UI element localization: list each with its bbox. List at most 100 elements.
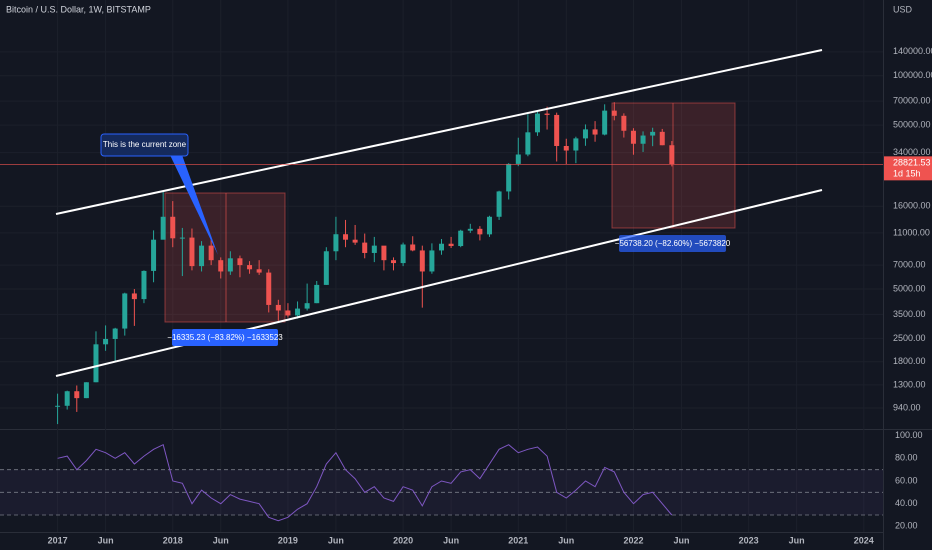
last-price-label: 28821.53 bbox=[893, 158, 931, 168]
candle-body bbox=[400, 244, 406, 264]
candle-body bbox=[602, 110, 608, 135]
candle-body bbox=[151, 239, 157, 271]
x-tick-label: Jun bbox=[443, 535, 459, 545]
candle-body bbox=[506, 163, 512, 192]
candle-body bbox=[362, 242, 368, 253]
y-tick-label: 3500.00 bbox=[893, 309, 926, 319]
x-tick-label: Jun bbox=[558, 535, 574, 545]
candle-body bbox=[640, 135, 646, 144]
candle-body bbox=[323, 251, 329, 285]
x-tick-label: 2021 bbox=[508, 535, 528, 545]
candle-body bbox=[218, 260, 224, 272]
y-tick-label: 11000.00 bbox=[893, 227, 930, 237]
candle-body bbox=[74, 391, 80, 399]
candle-body bbox=[429, 250, 435, 272]
candle-body bbox=[592, 129, 598, 135]
candle-body bbox=[458, 230, 464, 247]
candle-body bbox=[611, 110, 617, 116]
candle-body bbox=[83, 382, 89, 399]
measure-text: −56738.20 (−82.60%) −5673820 bbox=[615, 239, 731, 248]
y-tick-label: 5000.00 bbox=[893, 283, 926, 293]
candle-body bbox=[199, 245, 205, 267]
candle-body bbox=[160, 216, 166, 240]
candle-body bbox=[343, 234, 349, 240]
x-tick-label: 2017 bbox=[48, 535, 68, 545]
candle-body bbox=[669, 145, 675, 165]
candle-body bbox=[304, 303, 310, 309]
candle-body bbox=[554, 114, 560, 146]
currency-label: USD bbox=[893, 4, 913, 14]
candle-body bbox=[352, 239, 358, 243]
candle-body bbox=[266, 272, 272, 305]
y-tick-label: 70000.00 bbox=[893, 96, 931, 106]
candle-body bbox=[419, 250, 425, 272]
y-tick-label: 140000.00 bbox=[893, 46, 932, 56]
x-tick-label: Jun bbox=[673, 535, 689, 545]
x-tick-label: 2024 bbox=[854, 535, 874, 545]
candle-body bbox=[237, 258, 243, 266]
candle-body bbox=[55, 405, 61, 407]
candle-body bbox=[247, 265, 253, 270]
y-tick-label: 34000.00 bbox=[893, 147, 931, 157]
candle-body bbox=[621, 115, 627, 131]
callout-pointer bbox=[170, 155, 218, 255]
candle-body bbox=[630, 130, 636, 144]
candle-body bbox=[525, 132, 531, 155]
candle-body bbox=[515, 154, 521, 164]
candle-body bbox=[285, 310, 291, 316]
x-tick-label: 2018 bbox=[163, 535, 183, 545]
candle-body bbox=[486, 216, 492, 235]
candle-body bbox=[112, 328, 118, 339]
rsi-tick-label: 20.00 bbox=[895, 521, 918, 531]
rsi-tick-label: 40.00 bbox=[895, 498, 918, 508]
y-tick-label: 1800.00 bbox=[893, 356, 926, 366]
drawdown-box bbox=[164, 192, 286, 323]
candle-body bbox=[650, 131, 656, 136]
candle-body bbox=[448, 243, 454, 247]
candle-body bbox=[122, 293, 128, 329]
y-tick-label: 100000.00 bbox=[893, 70, 932, 80]
candle-body bbox=[582, 129, 588, 139]
y-tick-label: 16000.00 bbox=[893, 201, 931, 211]
candle-body bbox=[208, 245, 214, 261]
y-tick-label: 2500.00 bbox=[893, 333, 926, 343]
candle-body bbox=[314, 284, 320, 304]
candle-body bbox=[141, 270, 147, 300]
candle-body bbox=[477, 228, 483, 235]
candle-body bbox=[189, 237, 195, 267]
y-tick-label: 1300.00 bbox=[893, 379, 926, 389]
candle-body bbox=[256, 269, 262, 273]
callout-box bbox=[100, 133, 189, 157]
candle-body bbox=[275, 304, 281, 311]
candle-body bbox=[659, 131, 665, 146]
candle-body bbox=[391, 260, 397, 264]
candle-body bbox=[534, 113, 540, 133]
x-tick-label: Jun bbox=[789, 535, 805, 545]
candle-body bbox=[170, 216, 176, 239]
candle-body bbox=[381, 245, 387, 261]
candle-body bbox=[93, 344, 99, 383]
callout-text: This is the current zone bbox=[103, 140, 187, 149]
candle-body bbox=[295, 308, 301, 316]
candle-body bbox=[179, 237, 185, 239]
x-tick-label: 2020 bbox=[393, 535, 413, 545]
candle-body bbox=[467, 228, 473, 231]
y-tick-label: 50000.00 bbox=[893, 120, 931, 130]
measure-text: −16335.23 (−83.82%) −1633523 bbox=[167, 333, 283, 342]
last-price-box bbox=[884, 156, 932, 181]
candle-body bbox=[103, 338, 109, 345]
rsi-tick-label: 100.00 bbox=[895, 430, 923, 440]
channel-upper bbox=[55, 49, 823, 215]
candle-body bbox=[64, 391, 70, 406]
rsi-tick-label: 80.00 bbox=[895, 453, 918, 463]
x-tick-label: Jun bbox=[328, 535, 344, 545]
candle-body bbox=[131, 293, 137, 300]
x-tick-label: Jun bbox=[213, 535, 229, 545]
rsi-tick-label: 60.00 bbox=[895, 475, 918, 485]
measure-label bbox=[619, 235, 726, 252]
y-tick-label: 940.00 bbox=[893, 402, 921, 412]
candle-body bbox=[410, 244, 416, 251]
candle-body bbox=[573, 138, 579, 151]
